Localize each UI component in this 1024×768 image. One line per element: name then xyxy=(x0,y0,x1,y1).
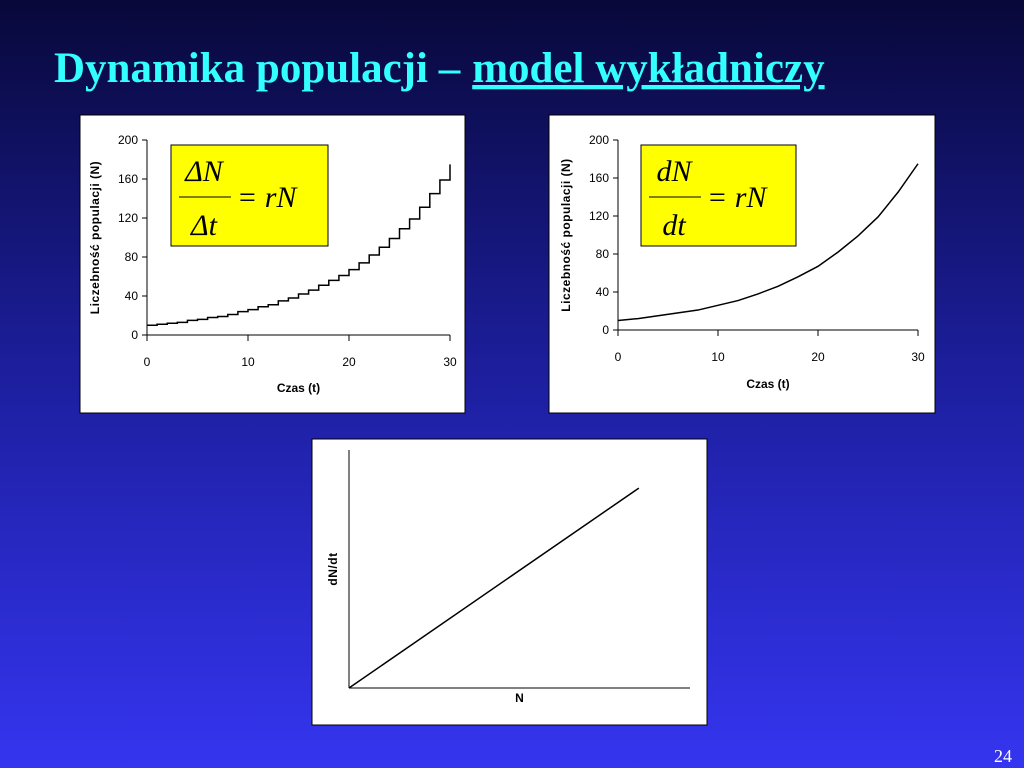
x-tick-label: 0 xyxy=(144,355,151,369)
x-tick-label: 10 xyxy=(241,355,255,369)
formula-numerator: ΔN xyxy=(184,155,225,188)
formula-denominator: dt xyxy=(662,209,686,242)
x-tick-label: 20 xyxy=(811,350,825,364)
chart-panel xyxy=(311,438,708,726)
slide-title: Dynamika populacji – xyxy=(54,45,461,92)
x-tick-label: 30 xyxy=(911,350,925,364)
page-number: 24 xyxy=(994,746,1012,766)
x-tick-label: 0 xyxy=(615,350,622,364)
y-tick-label: 160 xyxy=(118,172,138,186)
y-tick-label: 80 xyxy=(125,250,139,264)
formula-rhs: = rN xyxy=(707,181,768,214)
y-tick-label: 200 xyxy=(589,133,609,147)
y-tick-label: 80 xyxy=(596,247,610,261)
y-tick-label: 160 xyxy=(589,171,609,185)
y-tick-label: 200 xyxy=(118,133,138,147)
x-tick-label: 10 xyxy=(711,350,725,364)
y-tick-label: 120 xyxy=(589,209,609,223)
y-axis-label: Liczebność populacji (N) xyxy=(559,158,573,311)
y-axis-label: Liczebność populacji (N) xyxy=(88,161,102,314)
y-tick-label: 40 xyxy=(125,289,139,303)
formula-rhs: = rN xyxy=(237,181,298,214)
x-tick-label: 20 xyxy=(342,355,356,369)
y-tick-label: 120 xyxy=(118,211,138,225)
formula-box xyxy=(640,144,797,247)
y-axis-label: dN/dt xyxy=(326,552,340,585)
y-tick-label: 40 xyxy=(596,285,610,299)
data-line xyxy=(348,487,640,689)
formula-box xyxy=(170,144,329,247)
step-line xyxy=(147,164,451,326)
slide-title-underlined: model wykładniczy xyxy=(472,45,825,92)
x-axis-label: Czas (t) xyxy=(277,381,320,395)
x-tick-label: 30 xyxy=(443,355,457,369)
formula-numerator: dN xyxy=(656,155,693,188)
y-tick-label: 0 xyxy=(602,323,609,337)
data-line xyxy=(617,163,919,322)
formula-denominator: Δt xyxy=(190,209,218,242)
y-tick-label: 0 xyxy=(131,328,138,342)
x-axis-label: Czas (t) xyxy=(746,377,789,391)
x-axis-label: N xyxy=(515,691,524,705)
